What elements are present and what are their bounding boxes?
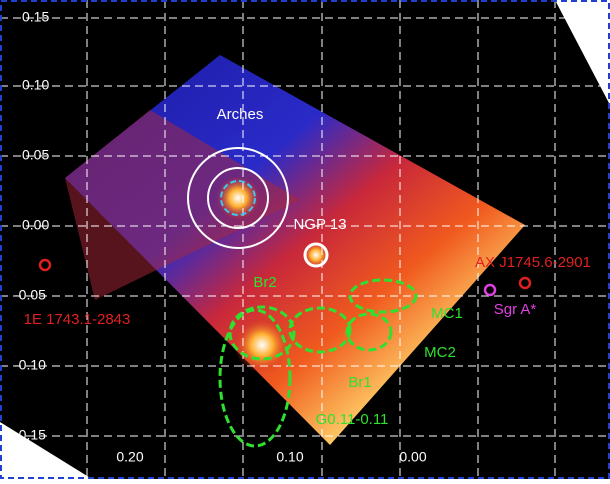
regions <box>38 147 532 448</box>
x-tick-label: 0.20 <box>116 449 143 465</box>
label: AX J1745.6-2901 <box>475 254 591 271</box>
label: 1E 1743.1-2843 <box>24 311 131 328</box>
corner-bottom <box>0 422 92 479</box>
x-tick-label: 0.00 <box>399 449 426 465</box>
annotations: Arches NGP 13 Br2 AX J1745.6-2901 1E 174… <box>24 106 591 428</box>
label: Br2 <box>253 274 276 291</box>
y-tick-label: 0.15 <box>22 9 49 25</box>
y-tick-label: 0.00 <box>22 217 49 233</box>
x-tick-label: 0.10 <box>276 449 303 465</box>
label: MC2 <box>424 344 456 361</box>
tick-labels: 0.20 0.10 0.00 0.15 0.10 0.05 0.00 -0.05… <box>14 9 427 465</box>
y-tick-label: 0.10 <box>22 77 49 93</box>
y-tick-label: -0.15 <box>14 427 46 443</box>
y-tick-label: -0.10 <box>14 357 46 373</box>
corner-top <box>555 0 610 105</box>
label: Arches <box>217 106 264 123</box>
label: Sgr A* <box>494 301 537 318</box>
arches-source <box>216 176 260 220</box>
cloud-source <box>234 317 290 373</box>
label: G0.11-0.11 <box>316 411 389 428</box>
y-tick-label: 0.05 <box>22 147 49 163</box>
label: NGP 13 <box>293 216 346 233</box>
label: MC1 <box>431 305 463 322</box>
emission-left <box>65 110 300 300</box>
y-tick-label: -0.05 <box>14 287 46 303</box>
label: Br1 <box>348 374 371 391</box>
